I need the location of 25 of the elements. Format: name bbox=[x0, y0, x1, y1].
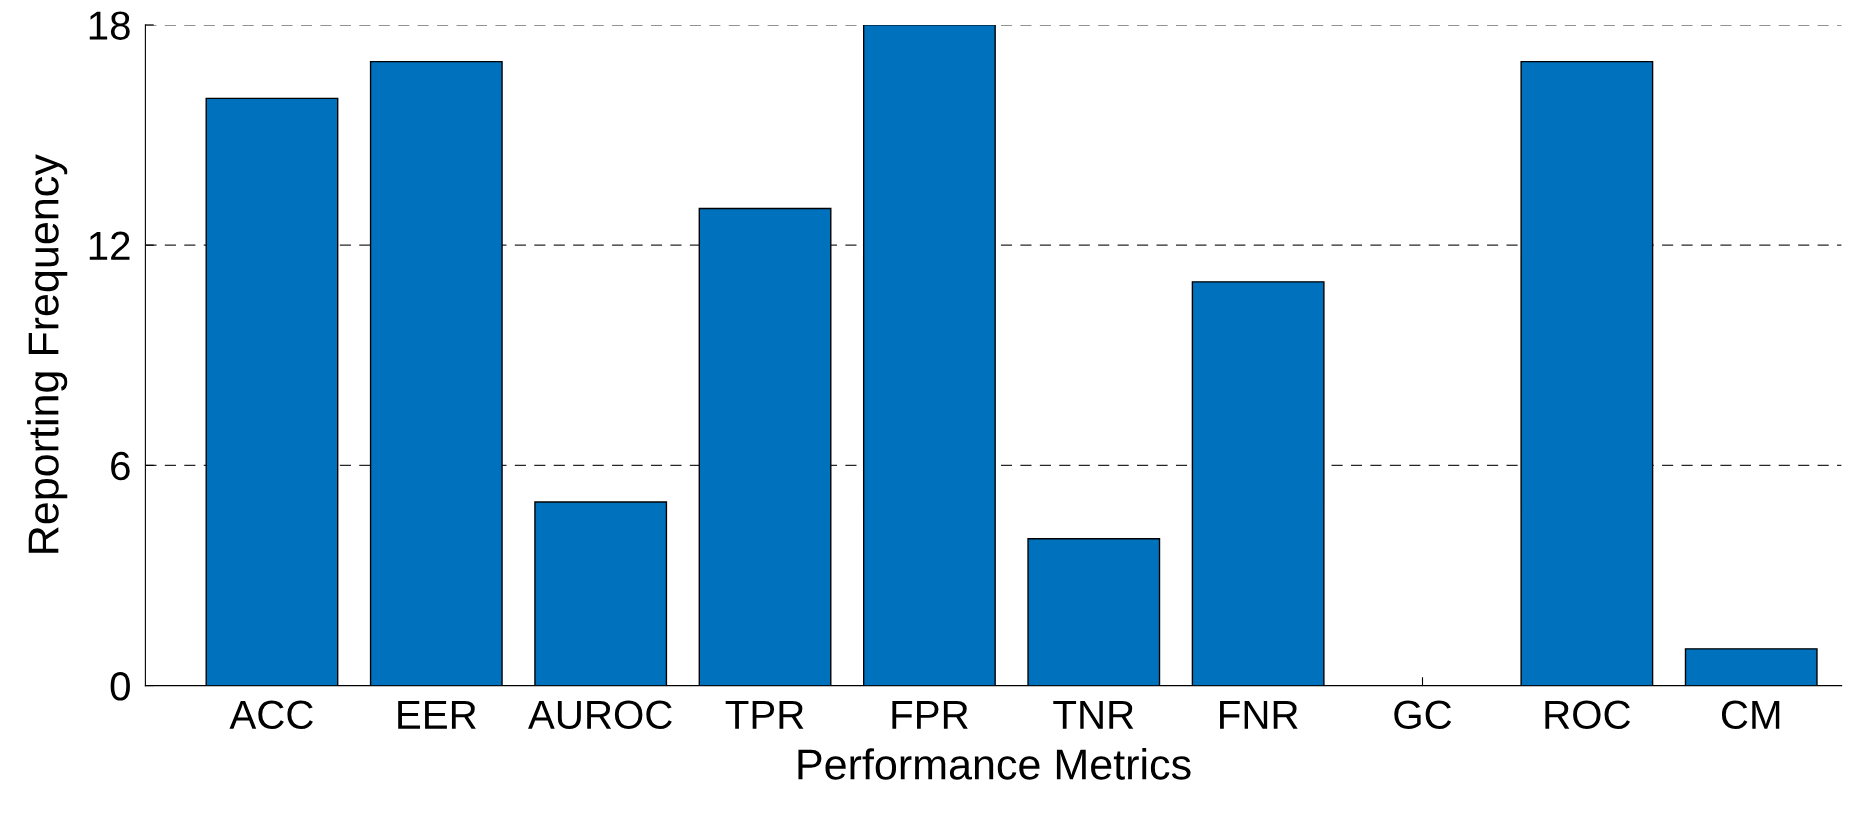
y-tick-label: 18 bbox=[89, 11, 130, 40]
y-axis-title: Reporting Frequency bbox=[27, 154, 68, 553]
y-tick-label: 6 bbox=[111, 451, 130, 481]
x-tick-label: FPR bbox=[892, 700, 968, 729]
y-tick-label: 0 bbox=[110, 672, 130, 701]
x-tick-label: CM bbox=[1721, 700, 1780, 730]
bar bbox=[534, 501, 668, 686]
x-tick-label: ROC bbox=[1545, 700, 1631, 730]
x-tick-label: TNR bbox=[1053, 700, 1134, 729]
bar bbox=[1191, 281, 1325, 686]
bar bbox=[1684, 648, 1818, 686]
bar bbox=[1027, 538, 1161, 686]
x-tick-label: FNR bbox=[1220, 700, 1298, 729]
x-axis-title: Performance Metrics bbox=[798, 748, 1191, 780]
y-tick-label: 12 bbox=[89, 231, 130, 260]
bar bbox=[698, 207, 832, 686]
bar bbox=[205, 97, 339, 686]
bar bbox=[1520, 60, 1654, 686]
x-tick-label: TPR bbox=[725, 700, 804, 729]
x-tick-label: EER bbox=[398, 700, 476, 729]
bar bbox=[369, 60, 503, 686]
x-tick-label: ACC bbox=[229, 700, 313, 730]
bar bbox=[862, 24, 996, 686]
x-tick-label: GC bbox=[1394, 700, 1452, 730]
x-tick-label: AUROC bbox=[528, 700, 672, 730]
